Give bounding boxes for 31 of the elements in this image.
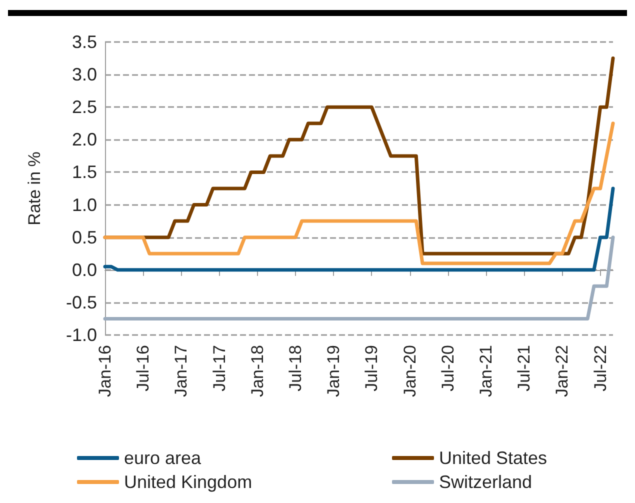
x-tick-label: Jul-18 [286, 345, 305, 392]
y-tick-label: 0.0 [72, 260, 97, 280]
x-tick-label: Jan-19 [324, 345, 344, 397]
x-tick-label: Jan-18 [248, 345, 267, 397]
legend-label: United Kingdom [124, 472, 252, 492]
x-tick-label: Jan-21 [476, 345, 496, 397]
x-tick-label: Jan-22 [552, 345, 572, 397]
x-tick-label: Jul-21 [514, 345, 534, 392]
y-tick-label: 2.5 [72, 97, 97, 118]
legend-label: euro area [124, 448, 202, 468]
x-tick-label: Jul-19 [362, 345, 382, 392]
y-tick-label: -0.5 [66, 292, 97, 312]
y-tick-label: 1.5 [72, 162, 97, 182]
y-tick-label: 2.0 [72, 130, 97, 150]
x-tick-label: Jul-20 [438, 345, 458, 392]
line-series [103, 122, 615, 266]
y-tick-label: 3.5 [72, 32, 97, 52]
legend-label: United States [439, 448, 548, 468]
y-tick-label: 0.5 [72, 227, 97, 248]
x-tick-label: Jul-16 [134, 345, 153, 392]
x-tick-label: Jul-17 [210, 345, 229, 392]
x-tick-label: Jul-22 [590, 345, 610, 392]
x-tick-label: Jan-20 [400, 345, 420, 397]
y-tick-label: -1.0 [66, 325, 97, 345]
x-tick-label: Jan-16 [96, 345, 114, 397]
y-tick-label: 3.0 [72, 64, 97, 85]
y-axis-title: Rate in % [25, 152, 44, 226]
line-series [103, 186, 615, 272]
y-tick-label: 1.0 [72, 194, 97, 215]
legend-label: Switzerland [439, 472, 532, 492]
x-tick-label: Jan-17 [172, 345, 191, 397]
